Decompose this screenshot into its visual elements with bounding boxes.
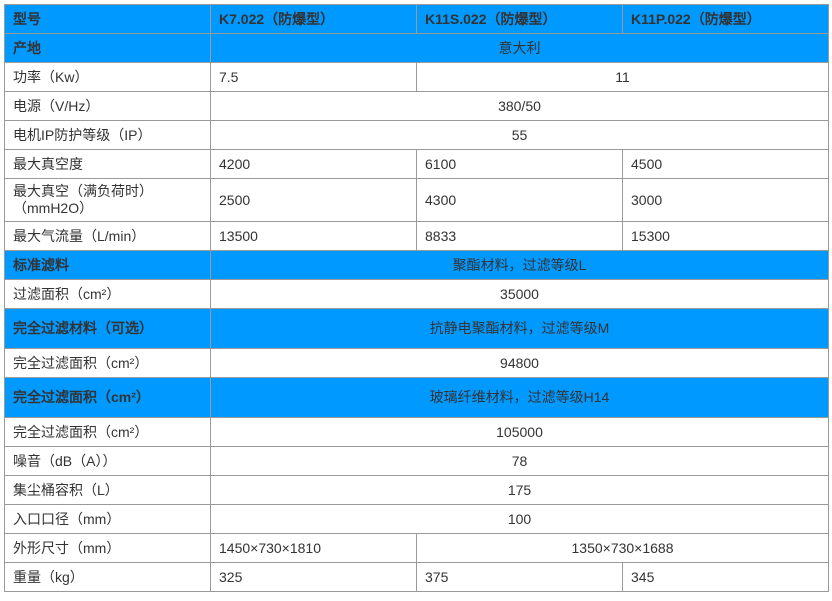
table-row: 标准滤料聚酯材料，过滤等级L [5,250,829,279]
row-value: 35000 [211,279,829,308]
table-row: 入口口径（mm）100 [5,504,829,533]
row-value: 375 [417,562,623,591]
row-label: 标准滤料 [5,250,211,279]
header-label: 型号 [5,5,211,34]
row-label: 集尘桶容积（L） [5,475,211,504]
table-row: 完全过滤面积（cm²）94800 [5,348,829,377]
table-row: 电源（V/Hz）380/50 [5,92,829,121]
row-value: 玻璃纤维材料，过滤等级H14 [211,377,829,417]
row-value: 345 [623,562,829,591]
row-value: 聚酯材料，过滤等级L [211,250,829,279]
row-label: 完全过滤材料（可选） [5,308,211,348]
row-value: 13500 [211,221,417,250]
header-model: K11S.022（防爆型） [417,5,623,34]
table-row: 产地意大利 [5,34,829,63]
table-row: 完全过滤面积（cm²）105000 [5,417,829,446]
row-value: 380/50 [211,92,829,121]
row-label: 过滤面积（cm²） [5,279,211,308]
header-row: 型号K7.022（防爆型）K11S.022（防爆型）K11P.022（防爆型） [5,5,829,34]
row-value: 94800 [211,348,829,377]
row-value: 105000 [211,417,829,446]
row-label: 功率（Kw） [5,63,211,92]
spec-table-body: 型号K7.022（防爆型）K11S.022（防爆型）K11P.022（防爆型）产… [5,5,829,592]
table-row: 外形尺寸（mm）1450×730×18101350×730×1688 [5,533,829,562]
row-value: 55 [211,121,829,150]
table-row: 功率（Kw）7.511 [5,63,829,92]
row-value: 1350×730×1688 [417,533,829,562]
row-label: 最大气流量（L/min） [5,221,211,250]
table-row: 最大气流量（L/min）13500883315300 [5,221,829,250]
row-label: 电机IP防护等级（IP） [5,121,211,150]
row-value: 4500 [623,150,829,179]
table-row: 最大真空（满负荷时）（mmH2O）250043003000 [5,179,829,222]
row-label: 最大真空度 [5,150,211,179]
row-value: 15300 [623,221,829,250]
table-row: 电机IP防护等级（IP）55 [5,121,829,150]
row-value: 2500 [211,179,417,222]
row-label: 最大真空（满负荷时）（mmH2O） [5,179,211,222]
row-value: 3000 [623,179,829,222]
row-label: 完全过滤面积（cm²） [5,348,211,377]
row-value: 4200 [211,150,417,179]
table-row: 完全过滤材料（可选）抗静电聚酯材料，过滤等级M [5,308,829,348]
row-value: 100 [211,504,829,533]
row-label: 电源（V/Hz） [5,92,211,121]
row-value: 175 [211,475,829,504]
row-label: 完全过滤面积（cm²） [5,377,211,417]
row-label: 噪音（dB（A）） [5,446,211,475]
spec-table: 型号K7.022（防爆型）K11S.022（防爆型）K11P.022（防爆型）产… [4,4,829,592]
row-value: 1450×730×1810 [211,533,417,562]
table-row: 重量（kg）325375345 [5,562,829,591]
table-row: 完全过滤面积（cm²）玻璃纤维材料，过滤等级H14 [5,377,829,417]
row-value: 4300 [417,179,623,222]
row-value: 8833 [417,221,623,250]
row-label: 产地 [5,34,211,63]
table-row: 噪音（dB（A））78 [5,446,829,475]
table-row: 过滤面积（cm²）35000 [5,279,829,308]
row-label: 外形尺寸（mm） [5,533,211,562]
row-label: 完全过滤面积（cm²） [5,417,211,446]
row-value: 抗静电聚酯材料，过滤等级M [211,308,829,348]
row-value: 6100 [417,150,623,179]
row-value: 325 [211,562,417,591]
header-model: K7.022（防爆型） [211,5,417,34]
row-value: 78 [211,446,829,475]
table-row: 集尘桶容积（L）175 [5,475,829,504]
row-label: 入口口径（mm） [5,504,211,533]
row-value: 意大利 [211,34,829,63]
header-model: K11P.022（防爆型） [623,5,829,34]
row-value: 7.5 [211,63,417,92]
table-row: 最大真空度420061004500 [5,150,829,179]
row-value: 11 [417,63,829,92]
row-label: 重量（kg） [5,562,211,591]
